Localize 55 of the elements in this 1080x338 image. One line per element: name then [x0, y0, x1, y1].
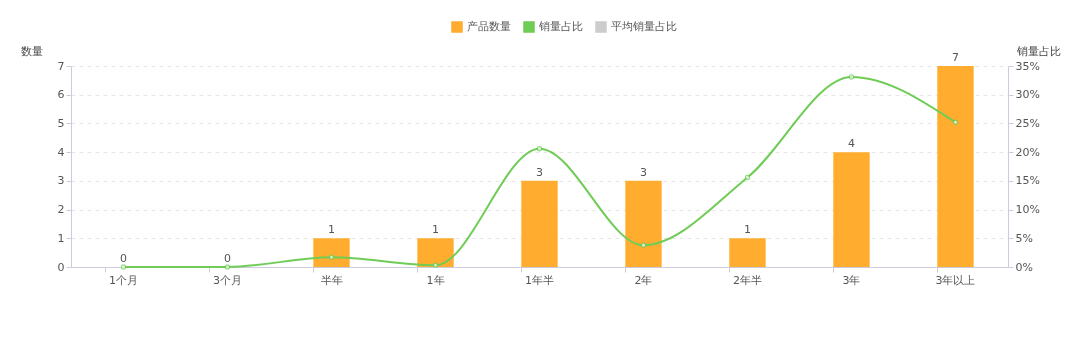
point — [640, 242, 647, 248]
y2-tick-label: 30% — [1015, 88, 1040, 102]
y2-tick-label: 5% — [1015, 231, 1033, 245]
x-tick-label: 1年半 — [525, 273, 554, 287]
bar — [937, 66, 974, 267]
y-tick-label: 6 — [57, 88, 65, 102]
y-tick-label: 3 — [57, 174, 65, 188]
x-tick-label: 3年以上 — [935, 273, 976, 287]
bar — [521, 180, 558, 267]
data-label: 1 — [743, 223, 751, 237]
point — [120, 264, 127, 270]
x-tick-label: 1年 — [426, 273, 445, 287]
y2-tick-label: 0% — [1015, 260, 1033, 274]
x-tick-label: 2年 — [634, 273, 653, 287]
data-label: 1 — [328, 223, 336, 237]
point — [952, 119, 959, 125]
y2-tick-label: 20% — [1015, 145, 1040, 159]
point — [224, 264, 231, 270]
data-label: 1 — [432, 223, 439, 237]
point — [432, 262, 439, 268]
y2-tick-label: 10% — [1015, 203, 1040, 217]
y-tick-label: 0 — [57, 260, 65, 274]
data-label: 4 — [847, 137, 855, 151]
legend-label: 产品数量 — [467, 20, 511, 33]
bar — [313, 238, 350, 267]
x-tick-label: 2年半 — [732, 273, 762, 287]
y-tick-label: 2 — [57, 203, 65, 217]
x-tick-label: 3年 — [842, 273, 861, 287]
data-label: 0 — [224, 252, 232, 265]
y2-axis-title: 销量占比 — [1015, 44, 1061, 58]
y2-tick-label: 25% — [1015, 116, 1040, 130]
data-label: 3 — [640, 165, 647, 179]
x-tick-label: 1个月 — [109, 273, 139, 287]
point — [328, 254, 335, 260]
y-tick-label: 4 — [57, 145, 65, 159]
bar — [625, 180, 662, 267]
bar — [833, 152, 870, 267]
data-label: 7 — [951, 51, 959, 64]
data-label: 0 — [120, 252, 128, 265]
legend-label: 平均销量占比 — [611, 20, 677, 33]
y2-tick-label: 15% — [1015, 174, 1040, 188]
x-tick-label: 3个月 — [213, 273, 243, 287]
x-tick-label: 半年 — [320, 273, 343, 287]
bar — [729, 238, 766, 267]
point — [536, 145, 543, 152]
data-label: 3 — [536, 165, 543, 179]
legend-label: 销量占比 — [538, 20, 583, 33]
bar — [417, 238, 454, 267]
y2-tick-label: 35% — [1015, 59, 1040, 73]
y-tick-label: 5 — [57, 116, 65, 130]
y-tick-label: 1 — [57, 231, 65, 245]
y-axis-title: 数量 — [20, 44, 43, 58]
point — [848, 74, 855, 80]
y-tick-label: 7 — [57, 59, 65, 73]
point — [744, 174, 751, 181]
